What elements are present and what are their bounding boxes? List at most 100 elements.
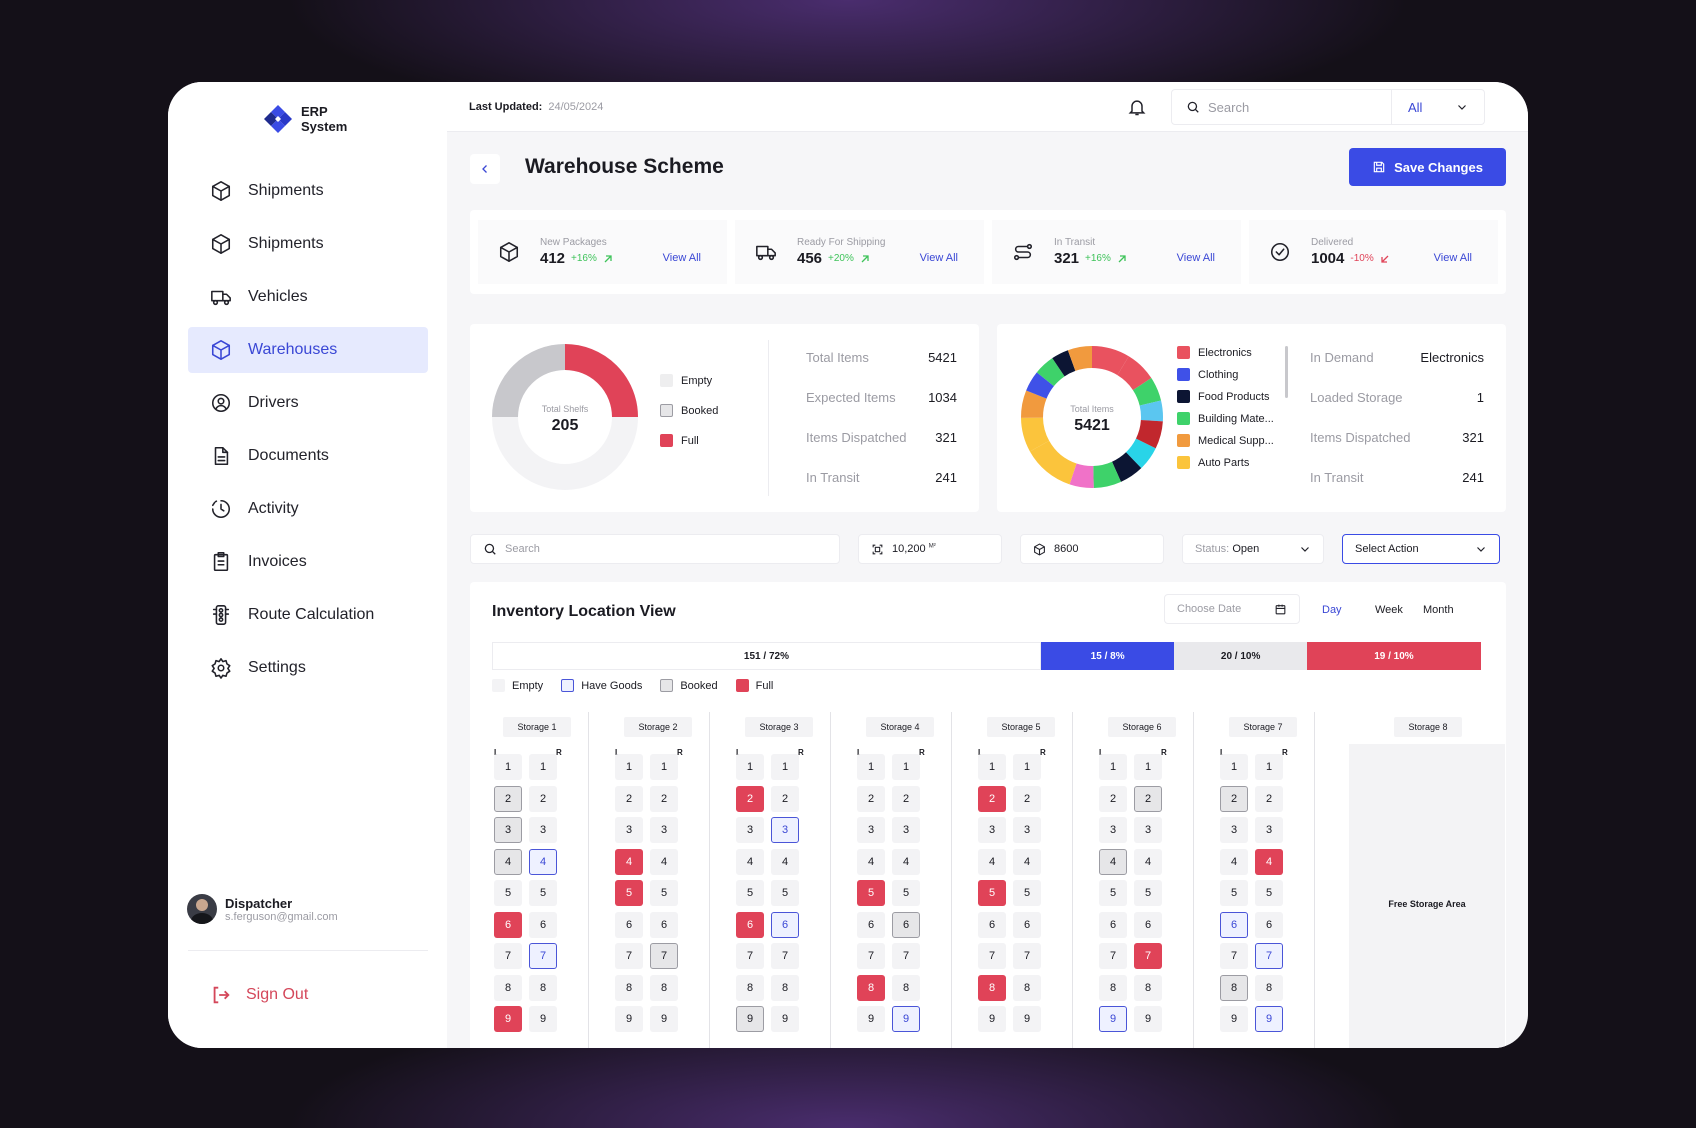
sidebar-item-route-calculation[interactable]: Route Calculation	[188, 592, 428, 638]
storage-cell[interactable]: 1	[494, 754, 522, 780]
storage-cell[interactable]: 6	[494, 911, 522, 938]
storage-cell[interactable]: 4	[1134, 848, 1162, 875]
view-all-link[interactable]: View All	[1433, 252, 1472, 264]
storage-cell[interactable]: 9	[736, 1006, 764, 1032]
storage-cell[interactable]: 6	[1255, 911, 1283, 938]
storage-cell[interactable]: 9	[857, 1006, 885, 1032]
storage-cell[interactable]: 3	[615, 817, 643, 843]
storage-cell[interactable]: 5	[1220, 880, 1248, 906]
storage-cell[interactable]: 4	[494, 848, 522, 875]
storage-cell[interactable]: 5	[978, 880, 1006, 906]
storage-cell[interactable]: 5	[1134, 880, 1162, 906]
storage-cell[interactable]: 3	[1134, 817, 1162, 843]
storage-cell[interactable]: 7	[1255, 943, 1283, 969]
storage-cell[interactable]: 9	[1255, 1006, 1283, 1032]
storage-cell[interactable]: 8	[615, 974, 643, 1001]
storage-cell[interactable]: 9	[771, 1006, 799, 1032]
storage-cell[interactable]: 4	[529, 848, 557, 875]
storage-cell[interactable]: 7	[494, 943, 522, 969]
storage-cell[interactable]: 9	[978, 1006, 1006, 1032]
storage-cell[interactable]: 4	[1099, 848, 1127, 875]
storage-cell[interactable]: 9	[1099, 1006, 1127, 1032]
storage-cell[interactable]: 2	[978, 785, 1006, 812]
storage-cell[interactable]: 3	[1220, 817, 1248, 843]
storage-cell[interactable]: 2	[1013, 785, 1041, 812]
storage-cell[interactable]: 5	[1255, 880, 1283, 906]
storage-cell[interactable]: 4	[650, 848, 678, 875]
package-count-field[interactable]: 8600	[1020, 534, 1164, 564]
storage-cell[interactable]: 4	[1220, 848, 1248, 875]
sidebar-item-shipments[interactable]: Shipments	[188, 168, 428, 214]
status-select[interactable]: Status: Open	[1182, 534, 1324, 564]
storage-cell[interactable]: 5	[650, 880, 678, 906]
storage-cell[interactable]: 3	[771, 817, 799, 843]
storage-cell[interactable]: 5	[857, 880, 885, 906]
storage-cell[interactable]: 4	[892, 848, 920, 875]
storage-cell[interactable]: 2	[857, 785, 885, 812]
storage-cell[interactable]: 7	[1099, 943, 1127, 969]
storage-cell[interactable]: 8	[1255, 974, 1283, 1001]
storage-cell[interactable]: 2	[494, 785, 522, 812]
storage-cell[interactable]: 3	[650, 817, 678, 843]
storage-cell[interactable]: 1	[771, 754, 799, 780]
storage-cell[interactable]: 7	[1013, 943, 1041, 969]
logo[interactable]: ERP System	[263, 104, 347, 134]
storage-cell[interactable]: 6	[1099, 911, 1127, 938]
storage-cell[interactable]: 7	[892, 943, 920, 969]
storage-cell[interactable]: 1	[892, 754, 920, 780]
storage-cell[interactable]: 3	[978, 817, 1006, 843]
storage-cell[interactable]: 9	[529, 1006, 557, 1032]
storage-cell[interactable]: 4	[1255, 848, 1283, 875]
storage-cell[interactable]: 3	[1255, 817, 1283, 843]
sidebar-item-warehouses[interactable]: Warehouses	[188, 327, 428, 373]
storage-cell[interactable]: 2	[529, 785, 557, 812]
storage-cell[interactable]: 8	[1220, 974, 1248, 1001]
back-button[interactable]	[470, 154, 500, 184]
period-month-tab[interactable]: Month	[1423, 604, 1454, 616]
storage-cell[interactable]: 9	[892, 1006, 920, 1032]
storage-cell[interactable]: 2	[1134, 785, 1162, 812]
view-all-link[interactable]: View All	[919, 252, 958, 264]
storage-cell[interactable]: 3	[892, 817, 920, 843]
storage-cell[interactable]: 9	[1134, 1006, 1162, 1032]
storage-cell[interactable]: 6	[1134, 911, 1162, 938]
storage-cell[interactable]: 5	[892, 880, 920, 906]
storage-cell[interactable]: 6	[650, 911, 678, 938]
storage-cell[interactable]: 7	[529, 943, 557, 969]
storage-cell[interactable]: 7	[615, 943, 643, 969]
storage-cell[interactable]: 3	[1013, 817, 1041, 843]
storage-cell[interactable]: 6	[1220, 911, 1248, 938]
user-profile[interactable]: Dispatcher s.ferguson@gmail.com	[187, 894, 338, 924]
storage-cell[interactable]: 7	[771, 943, 799, 969]
storage-cell[interactable]: 7	[736, 943, 764, 969]
storage-cell[interactable]: 2	[736, 785, 764, 812]
view-all-link[interactable]: View All	[1176, 252, 1215, 264]
storage-cell[interactable]: 8	[771, 974, 799, 1001]
storage-cell[interactable]: 7	[857, 943, 885, 969]
storage-cell[interactable]: 5	[494, 880, 522, 906]
storage-cell[interactable]: 6	[771, 911, 799, 938]
storage-cell[interactable]: 9	[494, 1006, 522, 1032]
storage-cell[interactable]: 1	[615, 754, 643, 780]
storage-cell[interactable]: 4	[978, 848, 1006, 875]
storage-cell[interactable]: 1	[857, 754, 885, 780]
free-storage-area[interactable]: Free Storage Area	[1349, 744, 1505, 1048]
storage-cell[interactable]: 8	[1099, 974, 1127, 1001]
sidebar-item-invoices[interactable]: Invoices	[188, 539, 428, 585]
storage-cell[interactable]: 7	[1220, 943, 1248, 969]
storage-cell[interactable]: 5	[529, 880, 557, 906]
storage-cell[interactable]: 1	[1134, 754, 1162, 780]
storage-cell[interactable]: 3	[529, 817, 557, 843]
storage-cell[interactable]: 2	[1255, 785, 1283, 812]
search-scope-select[interactable]: All	[1392, 100, 1484, 115]
sidebar-item-activity[interactable]: Activity	[188, 486, 428, 532]
inventory-search-input[interactable]: Search	[470, 534, 840, 564]
storage-cell[interactable]: 6	[857, 911, 885, 938]
storage-cell[interactable]: 1	[1220, 754, 1248, 780]
storage-cell[interactable]: 5	[736, 880, 764, 906]
storage-cell[interactable]: 3	[1099, 817, 1127, 843]
sidebar-item-vehicles[interactable]: Vehicles	[188, 274, 428, 320]
sidebar-item-shipments[interactable]: Shipments	[188, 221, 428, 267]
storage-cell[interactable]: 8	[857, 974, 885, 1001]
storage-cell[interactable]: 2	[771, 785, 799, 812]
